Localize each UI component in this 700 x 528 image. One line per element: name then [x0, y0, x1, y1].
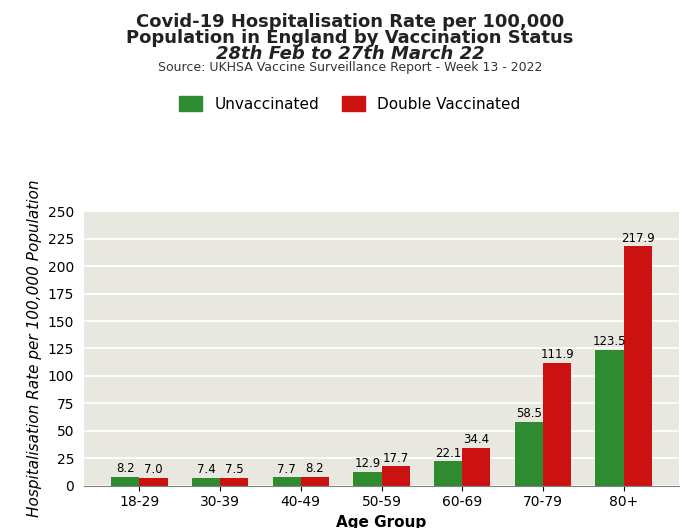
Bar	[301, 477, 329, 486]
Bar	[382, 466, 409, 486]
Text: 217.9: 217.9	[621, 232, 654, 245]
Text: Population in England by Vaccination Status: Population in England by Vaccination Sta…	[126, 29, 574, 47]
Bar	[434, 461, 462, 486]
Bar	[624, 247, 652, 486]
Text: 17.7: 17.7	[382, 451, 409, 465]
Y-axis label: Hospitalisation Rate per 100,000 Population: Hospitalisation Rate per 100,000 Populat…	[27, 180, 42, 517]
Text: 7.5: 7.5	[225, 463, 244, 476]
Text: Covid-19 Hospitalisation Rate per 100,000: Covid-19 Hospitalisation Rate per 100,00…	[136, 13, 564, 31]
Text: 7.4: 7.4	[197, 463, 216, 476]
Text: 111.9: 111.9	[540, 348, 574, 361]
Text: 34.4: 34.4	[463, 433, 489, 446]
Text: 8.2: 8.2	[306, 462, 324, 475]
Bar	[514, 421, 543, 486]
Bar	[354, 472, 382, 486]
Text: 7.7: 7.7	[277, 463, 296, 476]
Text: 7.0: 7.0	[144, 464, 162, 476]
Text: 8.2: 8.2	[116, 462, 134, 475]
Bar	[543, 363, 571, 486]
X-axis label: Age Group: Age Group	[337, 515, 426, 528]
Bar	[220, 477, 248, 486]
Text: 123.5: 123.5	[593, 335, 626, 348]
Text: 58.5: 58.5	[516, 407, 542, 420]
Bar	[139, 478, 167, 486]
Text: 12.9: 12.9	[354, 457, 381, 470]
Bar	[462, 448, 491, 486]
Text: Source: UKHSA Vaccine Surveillance Report - Week 13 - 2022: Source: UKHSA Vaccine Surveillance Repor…	[158, 61, 542, 74]
Bar	[192, 478, 220, 486]
Text: 22.1: 22.1	[435, 447, 461, 460]
Bar	[272, 477, 301, 486]
Legend: Unvaccinated, Double Vaccinated: Unvaccinated, Double Vaccinated	[174, 89, 526, 118]
Bar	[596, 350, 624, 486]
Text: 28th Feb to 27th March 22: 28th Feb to 27th March 22	[216, 45, 484, 63]
Bar	[111, 477, 139, 486]
